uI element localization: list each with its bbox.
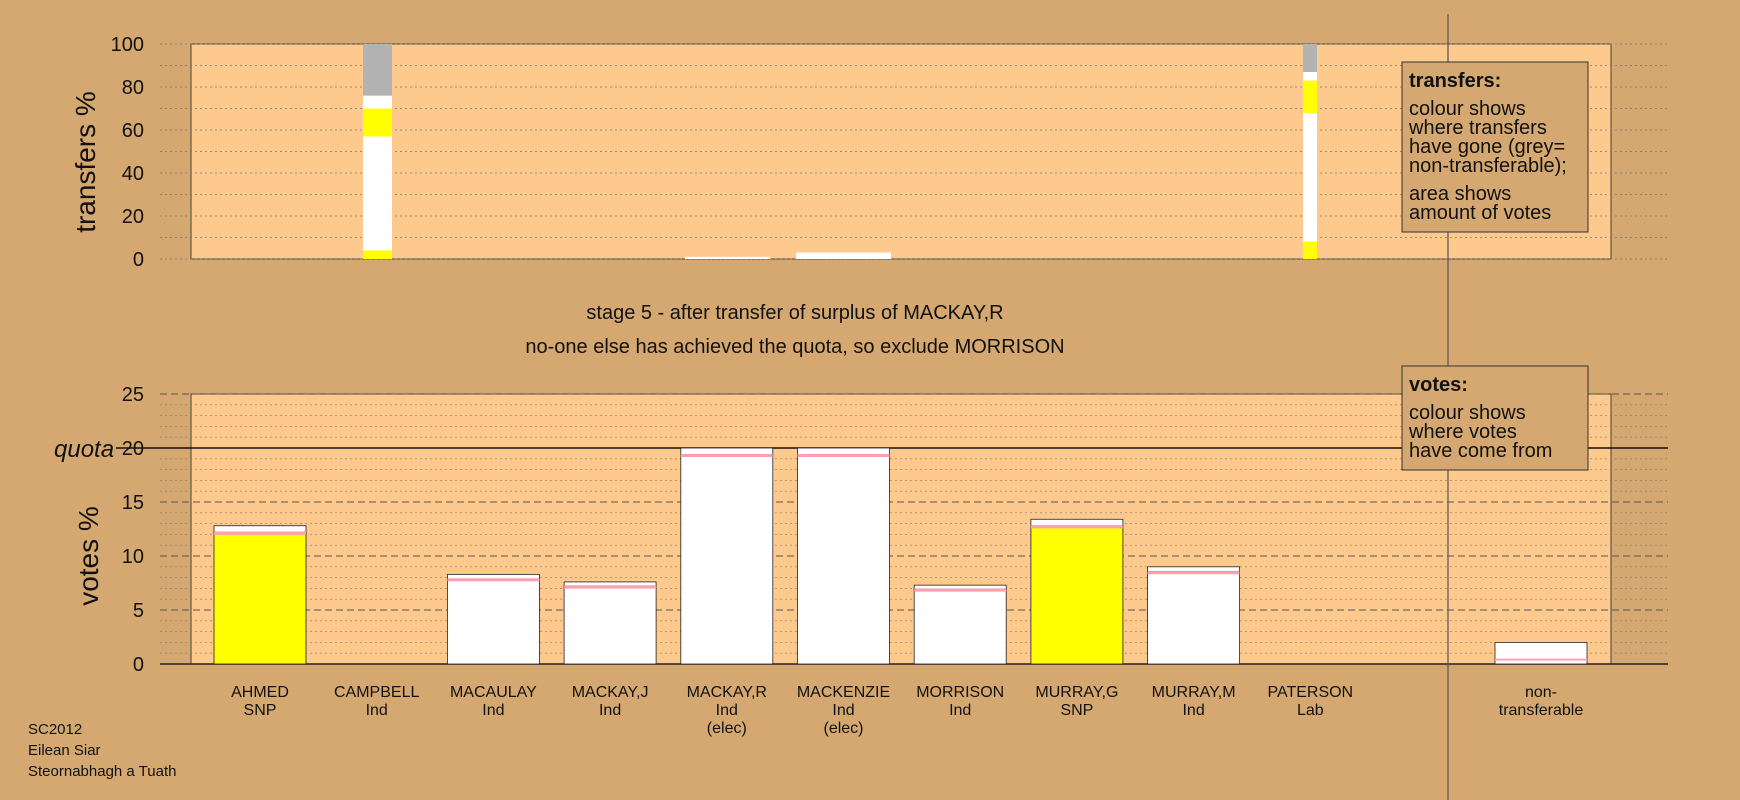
candidate-label: PATERSON xyxy=(1267,684,1353,701)
votes-legend-box xyxy=(1401,365,1589,471)
votes-bar-transfer-segment xyxy=(446,573,540,580)
votes-legend-line: colour shows xyxy=(1409,402,1526,424)
election-code: SC2012 xyxy=(28,721,82,738)
candidate-label: Ind xyxy=(482,702,504,719)
candidate-label: MURRAY,M xyxy=(1152,684,1236,701)
candidate-label: (elec) xyxy=(823,720,863,737)
votes-bar xyxy=(213,531,307,665)
transfers-bar-segment xyxy=(363,108,392,137)
transfers-bar-segment xyxy=(1303,44,1317,72)
nontransferable-label: transferable xyxy=(1499,702,1584,719)
transfers-legend-line: area shows xyxy=(1409,183,1511,205)
nontransferable-label: non- xyxy=(1525,684,1557,701)
candidate-labels: AHMEDSNPCAMPBELLIndMACAULAYIndMACKAY,JIn… xyxy=(231,684,1583,737)
candidate-label: MORRISON xyxy=(916,684,1004,701)
votes-legend-line: where votes xyxy=(1408,421,1517,443)
transfers-bar-segment xyxy=(363,95,392,109)
transfers-legend-line: amount of votes xyxy=(1409,202,1551,224)
nontransferable-bar xyxy=(1494,642,1588,665)
votes-bar xyxy=(446,578,540,665)
transfers-legend-line: where transfers xyxy=(1408,117,1547,139)
votes-bar xyxy=(563,585,657,665)
transfers-bar-segment xyxy=(363,136,392,251)
candidate-label: Ind xyxy=(832,702,854,719)
candidate-label: MACKAY,J xyxy=(572,684,649,701)
votes-bar-transfer-segment xyxy=(797,447,890,455)
transfers-bar-segment xyxy=(1303,71,1317,81)
transfers-y-tick-label: 80 xyxy=(122,77,144,99)
transfers-bar-segment xyxy=(796,252,891,259)
votes-bar-transfer-segment xyxy=(213,525,307,533)
transfers-bar-segment xyxy=(1303,241,1317,259)
candidate-label: Ind xyxy=(716,702,738,719)
votes-y-tick-label: 15 xyxy=(122,492,144,514)
votes-plot-area xyxy=(190,393,1612,665)
votes-y-tick-label: 10 xyxy=(122,546,144,568)
votes-bar-transfer-segment xyxy=(680,447,774,455)
votes-bar xyxy=(1030,525,1124,665)
votes-legend-title: votes: xyxy=(1409,374,1468,396)
votes-y-ticks: 0 5 10 15 20 25 xyxy=(122,384,144,676)
votes-bar xyxy=(680,454,774,665)
candidate-label: Lab xyxy=(1297,702,1324,719)
votes-legend-line: have come from xyxy=(1409,440,1552,462)
transfers-legend-line: non-transferable); xyxy=(1409,155,1567,177)
stage-line-2: no-one else has achieved the quota, so e… xyxy=(525,336,1064,358)
votes-bar-transfer-segment xyxy=(563,581,657,587)
candidate-label: Ind xyxy=(366,702,388,719)
candidate-label: CAMPBELL xyxy=(334,684,419,701)
transfers-bar-segment xyxy=(1303,80,1317,113)
transfers-y-tick-label: 40 xyxy=(122,163,144,185)
votes-bar xyxy=(913,588,1007,665)
candidate-label: Ind xyxy=(949,702,971,719)
candidate-label: SNP xyxy=(1060,702,1093,719)
votes-y-tick-label: 20 xyxy=(122,438,144,460)
transfers-y-axis-label: transfers % xyxy=(70,91,101,233)
candidate-label: AHMED xyxy=(231,684,289,701)
votes-y-tick-label: 0 xyxy=(133,654,144,676)
transfers-y-tick-label: 60 xyxy=(122,120,144,142)
votes-y-tick-label: 25 xyxy=(122,384,144,406)
transfers-bars xyxy=(363,44,1317,259)
transfers-bar-segment xyxy=(363,250,392,259)
quota-label: quota xyxy=(54,436,114,463)
candidate-label: MACKENZIE xyxy=(797,684,890,701)
votes-bar xyxy=(1147,571,1240,665)
candidate-label: (elec) xyxy=(707,720,747,737)
transfers-y-tick-label: 0 xyxy=(133,249,144,271)
transfers-y-tick-label: 20 xyxy=(122,206,144,228)
council-name: Eilean Siar xyxy=(28,742,101,759)
candidate-label: SNP xyxy=(244,702,277,719)
transfers-legend-box xyxy=(1401,61,1589,233)
candidate-label: Ind xyxy=(599,702,621,719)
transfers-legend-line: have gone (grey= xyxy=(1409,136,1565,158)
transfers-bar-segment xyxy=(685,256,770,259)
votes-bar-transfer-segment xyxy=(913,584,1007,590)
transfers-y-tick-label: 100 xyxy=(111,34,144,56)
transfers-legend-line: colour shows xyxy=(1409,98,1526,120)
candidate-label: MACAULAY xyxy=(450,684,537,701)
votes-y-axis-label: votes % xyxy=(73,506,104,606)
candidate-label: MACKAY,R xyxy=(687,684,767,701)
transfers-legend-title: transfers: xyxy=(1409,70,1501,92)
votes-y-tick-label: 5 xyxy=(133,600,144,622)
votes-bars xyxy=(213,447,1588,665)
votes-bar-transfer-segment xyxy=(1030,518,1124,527)
candidate-label: Ind xyxy=(1182,702,1204,719)
votes-bar-transfer-segment xyxy=(1147,566,1240,573)
votes-bar xyxy=(797,454,890,665)
transfers-bar-segment xyxy=(1303,112,1317,242)
stage-line-1: stage 5 - after transfer of surplus of M… xyxy=(586,302,1003,324)
transfers-bar-segment xyxy=(363,44,392,96)
candidate-label: MURRAY,G xyxy=(1035,684,1118,701)
ward-name: Steornabhagh a Tuath xyxy=(28,763,176,780)
transfers-y-ticks: 0 20 40 60 80 100 xyxy=(111,34,144,271)
